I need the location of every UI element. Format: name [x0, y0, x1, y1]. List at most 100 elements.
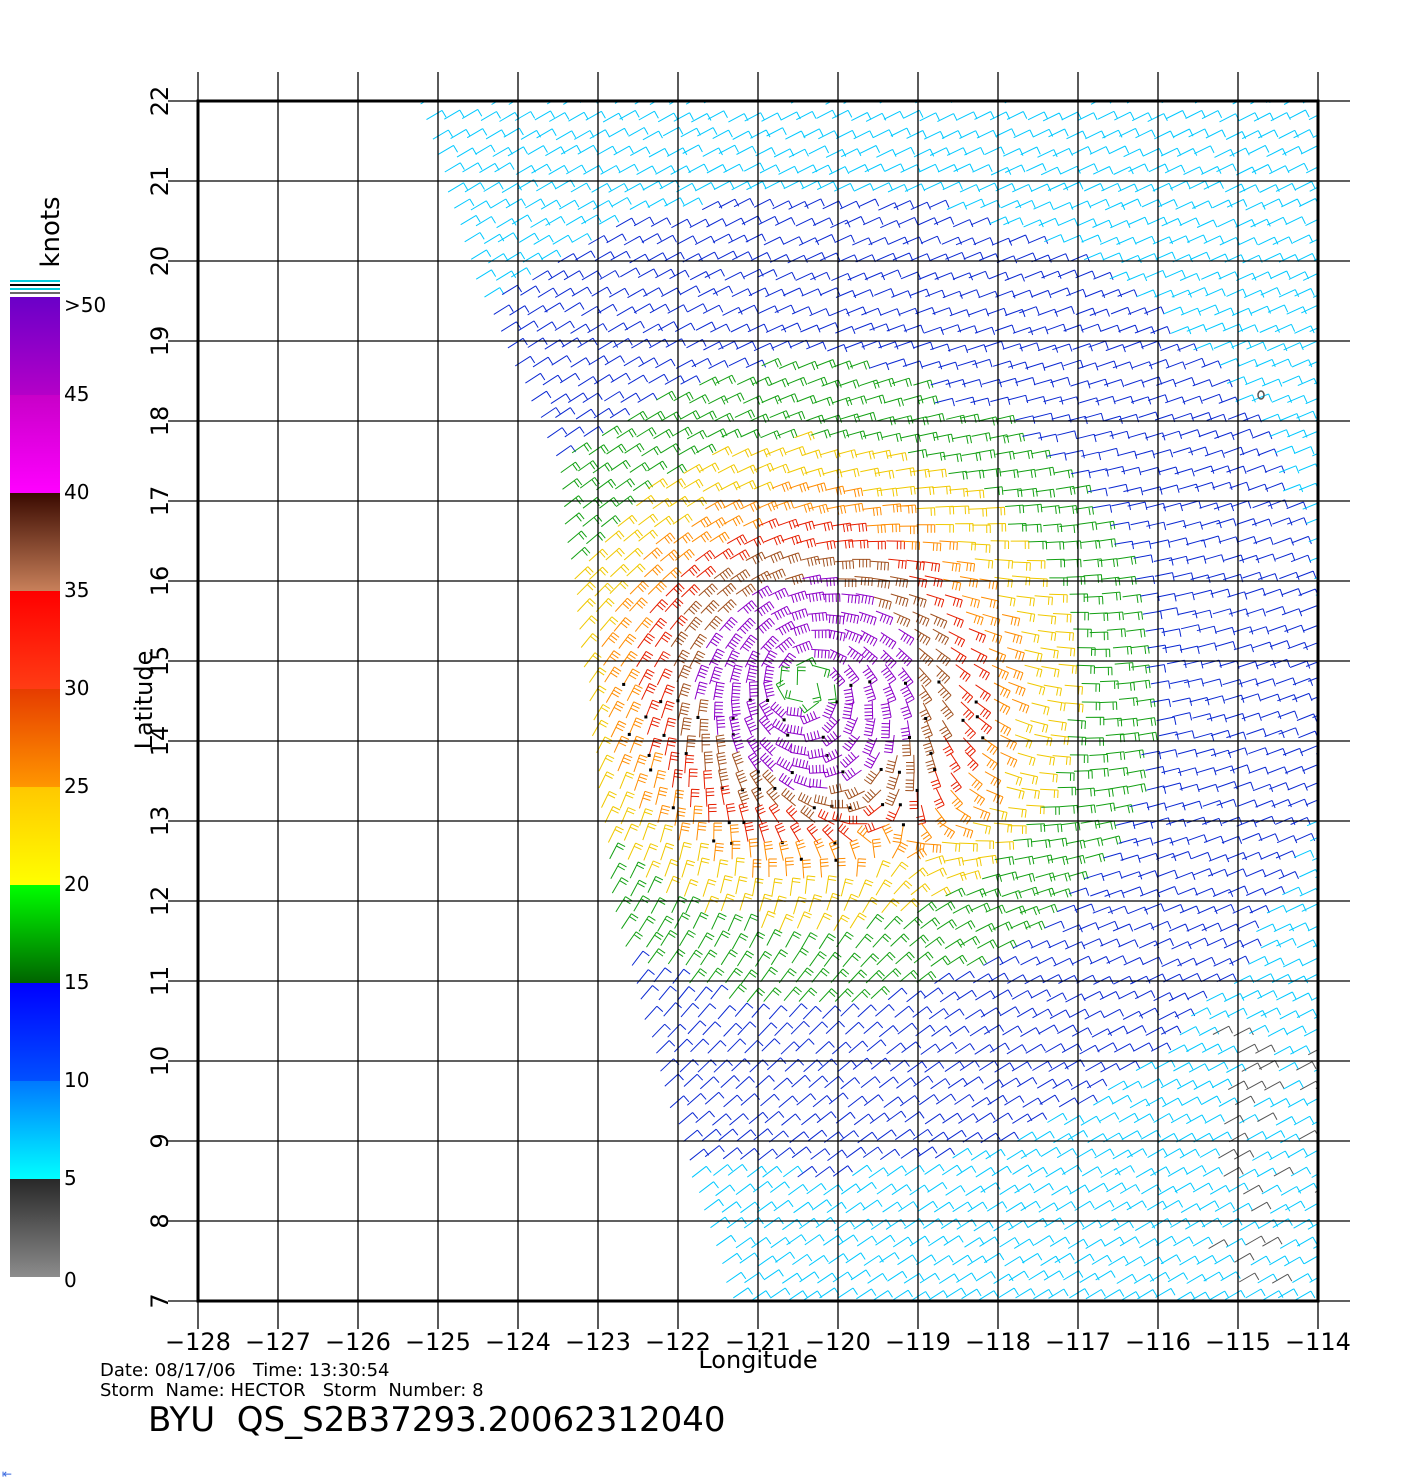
wind-barb	[1304, 1202, 1318, 1212]
wind-barb	[637, 268, 659, 279]
wind-barb	[800, 555, 821, 567]
wind-barb	[1153, 557, 1174, 566]
wind-barb	[787, 466, 808, 476]
wind-barb	[707, 1040, 727, 1054]
wind-barb	[1278, 129, 1299, 139]
wind-barb	[1160, 147, 1182, 157]
wind-barb	[564, 512, 585, 525]
wind-barb	[1029, 577, 1048, 588]
wind-barb	[765, 288, 786, 298]
wind-barb	[1032, 1008, 1053, 1019]
wind-barb	[778, 840, 789, 861]
wind-barb	[604, 666, 622, 683]
wind-barb	[892, 824, 904, 843]
wind-barb	[596, 478, 617, 491]
wind-barb	[932, 628, 950, 646]
wind-barb	[837, 1059, 857, 1073]
wind-barb	[1146, 1200, 1168, 1211]
x-tick-label: −119	[885, 1328, 951, 1356]
wind-barb	[1081, 323, 1102, 332]
wind-barb	[970, 902, 991, 913]
wind-barb	[599, 497, 619, 509]
wind-barb	[712, 1113, 732, 1126]
wind-barb	[623, 668, 640, 685]
wind-barb	[864, 163, 885, 173]
wind-barb	[748, 931, 766, 949]
wind-barb	[1145, 502, 1166, 512]
wind-barb	[713, 1164, 733, 1176]
wind-barb	[1013, 129, 1034, 139]
wind-barb	[1247, 483, 1269, 492]
wind-barb	[1127, 307, 1149, 316]
wind-barb	[616, 428, 637, 439]
wind-barb	[1138, 852, 1159, 862]
wind-barb	[667, 304, 688, 314]
wind-barb	[955, 396, 976, 406]
wind-barb	[660, 842, 675, 861]
wind-barb	[1024, 649, 1043, 662]
wind-barb	[648, 737, 662, 756]
wind-barb	[771, 718, 789, 736]
wind-barb	[712, 129, 733, 140]
rain-flag-marker	[929, 751, 933, 755]
wind-barb	[621, 913, 639, 929]
wind-barb	[948, 631, 966, 648]
wind-barb	[926, 593, 945, 608]
wind-barb	[509, 305, 530, 316]
wind-barb	[1045, 1167, 1066, 1178]
wind-barb	[703, 770, 713, 790]
wind-barb	[1139, 889, 1161, 898]
y-tick-label: 22	[146, 86, 174, 117]
wind-barb	[788, 1183, 809, 1196]
wind-barb	[1322, 641, 1342, 648]
wind-barb	[828, 684, 837, 704]
wind-barb	[649, 599, 669, 614]
wind-barb	[1072, 484, 1092, 494]
wind-barb	[715, 734, 726, 755]
wind-barb	[991, 237, 1013, 246]
wind-barb	[1150, 680, 1171, 689]
wind-barb	[965, 751, 979, 771]
wind-barb	[473, 74, 493, 83]
wind-barb	[1260, 939, 1282, 949]
wind-barb	[1186, 1273, 1207, 1284]
wind-barb	[1140, 592, 1160, 601]
wind-barb	[999, 1237, 1020, 1248]
wind-barb	[673, 112, 694, 122]
wind-barb	[749, 681, 759, 701]
rain-flag-marker	[835, 700, 839, 704]
wind-barb	[1210, 465, 1231, 474]
wind-barb	[954, 970, 975, 982]
wind-barb	[1160, 1078, 1182, 1089]
footer-file-id: BYU QS_S2B37293.20062312040	[148, 1400, 726, 1440]
wind-barb	[1151, 698, 1171, 707]
wind-barb	[872, 129, 894, 139]
wind-barb	[1129, 1098, 1151, 1109]
wind-barb	[815, 1041, 835, 1054]
wind-barb	[686, 429, 708, 440]
wind-barb	[1179, 1255, 1200, 1266]
wind-barb	[1013, 1238, 1035, 1249]
wind-barb	[1076, 1148, 1097, 1159]
wind-barb	[715, 374, 736, 385]
wind-barb	[450, 128, 471, 140]
wind-barb	[812, 682, 822, 703]
wind-barb	[637, 633, 655, 649]
wind-barb	[689, 394, 710, 404]
wind-barb	[1287, 1098, 1309, 1108]
wind-barb	[615, 478, 636, 490]
wind-barb	[706, 967, 725, 983]
wind-barb	[637, 392, 658, 403]
wind-barb	[1253, 112, 1275, 122]
wind-barb	[829, 783, 849, 795]
wind-barb	[727, 1164, 748, 1176]
wind-barb	[667, 751, 680, 770]
wind-barb	[1038, 1024, 1059, 1035]
wind-barb	[824, 1075, 844, 1089]
wind-barb	[1131, 679, 1151, 689]
wind-barb	[1027, 1166, 1048, 1178]
wind-barb	[821, 593, 841, 603]
wind-barb	[713, 1059, 733, 1073]
wind-barb	[1098, 1112, 1120, 1122]
wind-barb	[1271, 799, 1292, 808]
